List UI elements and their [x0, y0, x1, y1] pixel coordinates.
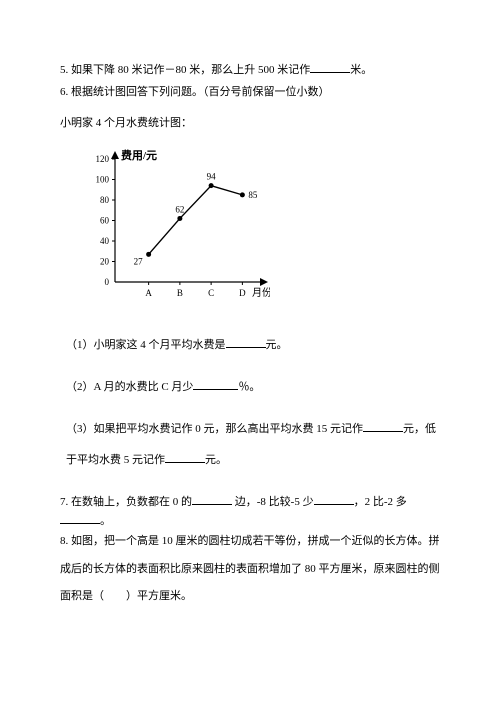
svg-text:80: 80: [100, 195, 110, 205]
svg-text:40: 40: [100, 236, 110, 246]
q5-text-a: 5. 如果下降 80 米记作－80 米，那么上升 500 米记作: [60, 64, 310, 76]
svg-text:62: 62: [175, 204, 184, 214]
question-5: 5. 如果下降 80 米记作－80 米，那么上升 500 米记作 米。: [60, 60, 450, 80]
svg-text:94: 94: [207, 171, 217, 181]
question-8-line2: 成后的长方体的表面积比原来圆柱的表面积增加了 80 平方厘米，原来圆柱的侧: [60, 561, 450, 579]
q7-trailing-blank-row: 。: [60, 511, 450, 531]
svg-text:D: D: [239, 288, 246, 298]
q7-period: 。: [100, 515, 111, 527]
svg-text:120: 120: [96, 154, 110, 164]
sub3-b: 元，低: [403, 423, 436, 435]
question-6: 6. 根据统计图回答下列问题。（百分号前保留一位小数）: [60, 84, 450, 102]
sub1-b: 元。: [266, 339, 288, 351]
sub3-a: （3）如果把平均水费记作 0 元，那么高出平均水费 15 元记作: [66, 423, 363, 435]
question-7: 7. 在数轴上，负数都在 0 的 边，-8 比较-5 少 ，2 比-2 多: [60, 492, 450, 512]
svg-text:0: 0: [105, 277, 110, 287]
svg-text:C: C: [208, 288, 214, 298]
svg-text:60: 60: [100, 215, 110, 225]
sub3-blank-2[interactable]: [165, 450, 205, 463]
svg-text:100: 100: [96, 174, 110, 184]
sub-question-3: （3）如果把平均水费记作 0 元，那么高出平均水费 15 元记作 元，低: [60, 419, 450, 439]
q7-blank-1[interactable]: [192, 492, 232, 505]
svg-text:A: A: [145, 288, 152, 298]
q7-b: 边，-8 比较-5 少: [232, 496, 314, 508]
sub3-blank-1[interactable]: [363, 419, 403, 432]
chart-title: 小明家 4 个月水费统计图：: [60, 115, 450, 133]
q7-blank-3[interactable]: [60, 511, 100, 524]
svg-text:费用/元: 费用/元: [121, 148, 157, 162]
question-8-line1: 8. 如图，把一个高是 10 厘米的圆柱切成若干等份，拼成一个近似的长方体。拼: [60, 533, 450, 551]
sub-question-2: （2）A 月的水费比 C 月少 ％。: [60, 377, 450, 397]
sub1-blank[interactable]: [226, 335, 266, 348]
svg-text:27: 27: [134, 256, 144, 266]
q7-a: 7. 在数轴上，负数都在 0 的: [60, 496, 192, 508]
sub3b-a: 于平均水费 5 元记作: [66, 454, 165, 466]
q7-blank-2[interactable]: [314, 492, 354, 505]
q5-text-b: 米。: [350, 64, 372, 76]
sub-question-1: （1）小明家这 4 个月平均水费是 元。: [60, 335, 450, 355]
question-8-line3: 面积是（ ）平方厘米。: [60, 588, 450, 606]
svg-text:B: B: [177, 288, 183, 298]
q5-blank[interactable]: [310, 60, 350, 73]
sub1-a: （1）小明家这 4 个月平均水费是: [66, 339, 226, 351]
sub2-b: ％。: [238, 381, 260, 393]
q7-c: ，2 比-2 多: [354, 496, 407, 508]
sub3b-b: 元。: [205, 454, 227, 466]
water-fee-chart: 0 20 40 60 80 100 120 A B C D 27 62 94 85 费用/元月份: [70, 147, 450, 314]
sub-question-3-line2: 于平均水费 5 元记作 元。: [60, 450, 450, 470]
sub2-a: （2）A 月的水费比 C 月少: [66, 381, 193, 393]
sub2-blank[interactable]: [193, 377, 238, 390]
svg-text:月份: 月份: [252, 287, 270, 299]
svg-text:85: 85: [248, 190, 258, 200]
svg-text:20: 20: [100, 256, 110, 266]
q6-text: 6. 根据统计图回答下列问题。（百分号前保留一位小数）: [60, 86, 330, 98]
